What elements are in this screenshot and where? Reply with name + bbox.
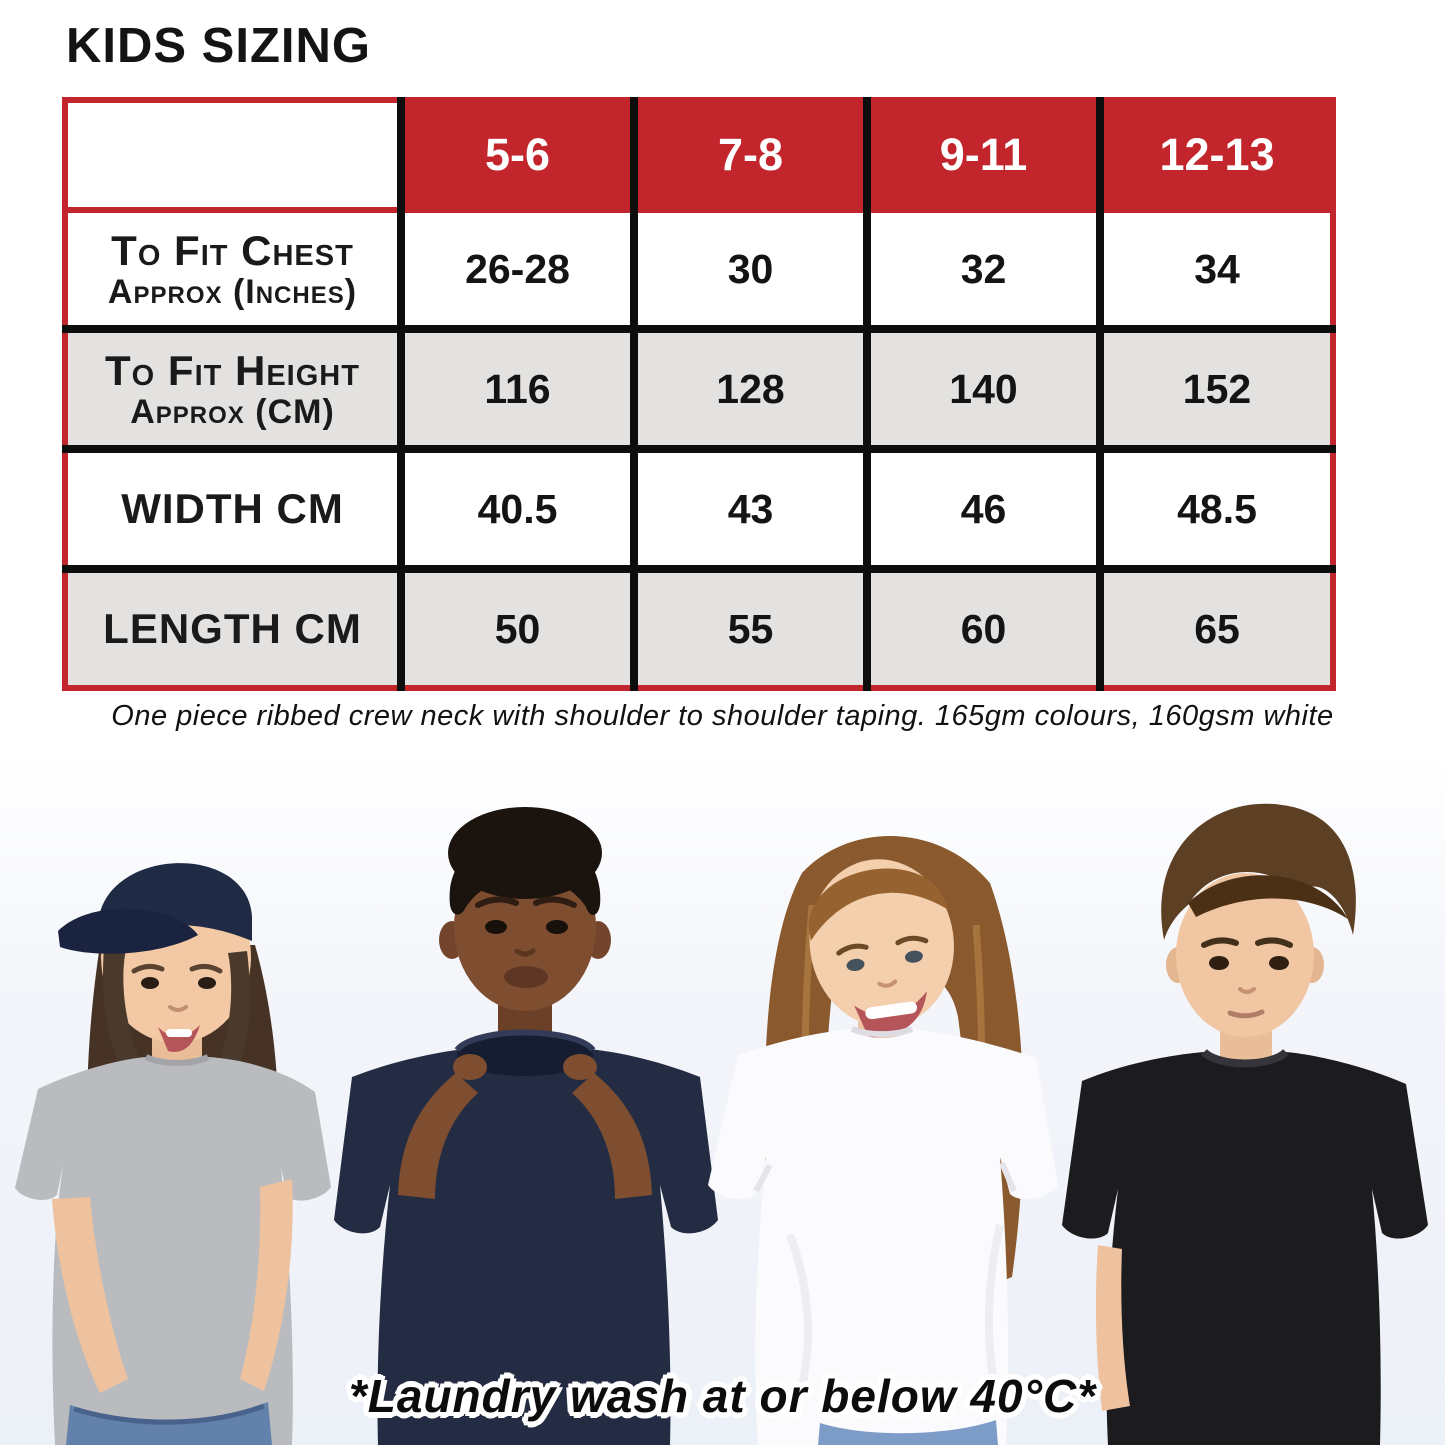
width-value: 48.5 xyxy=(1096,445,1333,569)
chest-value: 26-28 xyxy=(397,210,634,329)
table-corner-cell xyxy=(65,100,401,213)
size-col-header-7-8: 7-8 xyxy=(630,100,867,213)
height-value: 140 xyxy=(863,325,1100,449)
page-title: KIDS SIZING xyxy=(66,19,372,73)
length-value: 50 xyxy=(397,565,634,688)
row-label-width: WIDTH CM xyxy=(65,445,401,569)
chest-value: 30 xyxy=(630,210,867,329)
kid-white-tee xyxy=(708,835,1058,1445)
kid-navy-tee xyxy=(334,807,718,1445)
row-label-chest: To Fit Chest Approx (Inches) xyxy=(65,210,401,329)
size-col-header-5-6: 5-6 xyxy=(397,100,634,213)
length-value: 65 xyxy=(1096,565,1333,688)
row-chest: To Fit Chest Approx (Inches) 26-28 30 32… xyxy=(65,210,1333,329)
chest-value: 32 xyxy=(863,210,1100,329)
length-value: 60 xyxy=(863,565,1100,688)
chest-value: 34 xyxy=(1096,210,1333,329)
height-value: 128 xyxy=(630,325,867,449)
kid-black-tee xyxy=(1062,803,1428,1445)
black-tee-shape xyxy=(1062,1052,1428,1445)
kids-photo-illustration xyxy=(15,803,1428,1445)
row-label-height: To Fit Height Approx (CM) xyxy=(65,325,401,449)
row-label-length: LENGTH CM xyxy=(65,565,401,688)
width-value: 40.5 xyxy=(397,445,634,569)
kids-photo: *Laundry wash at or below 40°C* xyxy=(0,755,1445,1445)
length-value: 55 xyxy=(630,565,867,688)
row-height: To Fit Height Approx (CM) 116 128 140 15… xyxy=(65,325,1333,449)
white-tee-shape xyxy=(708,1029,1058,1445)
height-value: 116 xyxy=(397,325,634,449)
size-col-header-9-11: 9-11 xyxy=(863,100,1100,213)
size-header-row: 5-6 7-8 9-11 12-13 xyxy=(65,100,1333,213)
kid-grey-tee xyxy=(15,863,331,1445)
product-description: One piece ribbed crew neck with shoulder… xyxy=(111,700,1334,732)
size-col-header-12-13: 12-13 xyxy=(1096,100,1333,213)
size-table: 5-6 7-8 9-11 12-13 To Fit Chest Approx (… xyxy=(62,97,1336,691)
height-value: 152 xyxy=(1096,325,1333,449)
width-value: 43 xyxy=(630,445,867,569)
width-value: 46 xyxy=(863,445,1100,569)
row-length: LENGTH CM 50 55 60 65 xyxy=(65,565,1333,688)
row-width: WIDTH CM 40.5 43 46 48.5 xyxy=(65,445,1333,569)
laundry-note: *Laundry wash at or below 40°C* xyxy=(348,1370,1097,1422)
